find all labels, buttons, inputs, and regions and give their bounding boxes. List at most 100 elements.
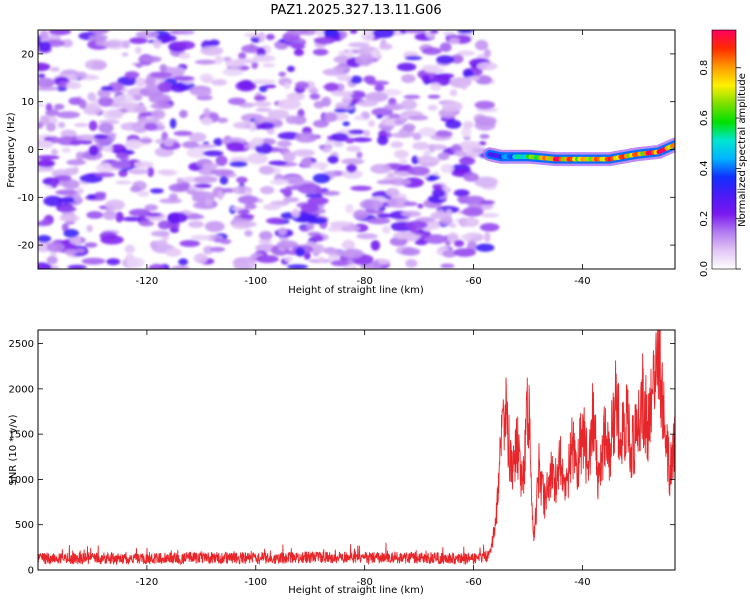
spectrogram-noise-blob xyxy=(284,256,293,262)
spectrogram-noise-blob xyxy=(128,208,151,217)
spectrogram-noise-blob xyxy=(179,240,201,247)
spectrogram-noise-blob xyxy=(56,111,81,119)
spectrogram-noise-blob xyxy=(361,30,375,42)
colorbar-tick-label: 0.4 xyxy=(699,160,710,176)
spectrogram-noise-blob xyxy=(194,144,217,149)
spectrogram-noise-blob xyxy=(437,152,450,161)
spectrogram-noise-blob xyxy=(380,89,402,96)
spectrogram-noise-blob xyxy=(236,176,248,184)
spectrogram-noise-blob xyxy=(157,220,172,230)
spectrogram-noise-blob xyxy=(46,256,58,265)
x-tick-label: -80 xyxy=(356,276,372,287)
spectrogram-noise-blob xyxy=(442,250,457,258)
spectrogram-noise-blob xyxy=(429,82,442,91)
spectrogram-noise-blob xyxy=(359,199,383,210)
spectrogram-noise-blob xyxy=(467,232,480,238)
spectrogram-noise-blob xyxy=(401,74,416,84)
spectrogram-noise-blob xyxy=(102,40,121,48)
spectrogram-noise-blob xyxy=(453,248,477,257)
spectrogram-noise-blob xyxy=(115,152,127,160)
spectrogram-noise-blob xyxy=(474,100,495,110)
snr-x-label: Height of straight line (km) xyxy=(288,585,424,596)
spectrogram-noise-blob xyxy=(278,227,287,236)
spectrogram-noise-blob xyxy=(368,120,375,127)
spectrogram-noise-blob xyxy=(124,71,140,79)
spectrogram-noise-blob xyxy=(219,238,232,245)
x-tick-label: -60 xyxy=(465,577,481,588)
spectrogram-noise-blob xyxy=(376,179,396,185)
spectrogram-noise-blob xyxy=(407,166,430,176)
spectrogram-noise-blob xyxy=(331,90,354,97)
spectrogram-noise-blob xyxy=(351,137,372,143)
spectrogram-noise-blob xyxy=(202,163,219,170)
x-tick-label: -120 xyxy=(136,577,159,588)
spectrogram-noise-blob xyxy=(69,235,82,245)
colorbar-tick-label: 0.2 xyxy=(699,211,710,227)
spectrogram-noise-blob xyxy=(399,158,408,165)
spectrogram-noise-blob xyxy=(251,137,264,147)
spectrogram-noise-blob xyxy=(239,214,255,219)
spectrogram-noise-blob xyxy=(312,119,329,128)
spectrogram-noise-blob xyxy=(246,153,268,165)
spectrogram-noise-blob xyxy=(341,158,365,165)
spectrogram-noise-blob xyxy=(173,130,193,136)
spectrogram-noise-blob xyxy=(348,42,370,48)
spectrogram-noise-blob xyxy=(157,34,177,42)
spectrogram-noise-blob xyxy=(97,88,111,99)
spectrogram-noise-blob xyxy=(61,147,71,153)
spectrogram-noise-blob xyxy=(255,143,273,155)
spectrogram-noise-blob xyxy=(263,84,277,89)
spectrogram-noise-blob xyxy=(462,146,485,152)
y-tick-label: 20 xyxy=(21,49,34,60)
spectrogram-noise-blob xyxy=(171,265,190,269)
spectrogram-noise-blob xyxy=(412,132,422,141)
spectrogram-noise-blob xyxy=(159,64,168,72)
spectrogram-noise-blob xyxy=(211,79,228,86)
spectrogram-noise-blob xyxy=(284,185,304,190)
spectrogram-noise-blob xyxy=(124,139,142,150)
y-tick-label: 0 xyxy=(28,145,34,156)
spectrogram-noise-blob xyxy=(436,55,455,65)
spectrogram-noise-blob xyxy=(225,59,245,68)
spectrogram-noise-blob xyxy=(149,71,173,79)
spectrogram-noise-blob xyxy=(484,48,491,58)
spectrogram-noise-blob xyxy=(253,117,278,124)
spectrogram-noise-blob xyxy=(54,103,65,110)
spectrogram-noise-blob xyxy=(440,263,455,269)
spectrogram-noise-blob xyxy=(239,139,247,144)
spectrogram-noise-blob xyxy=(39,115,50,126)
spectrogram-noise-blob xyxy=(185,214,205,220)
spectrogram-noise-blob xyxy=(321,190,341,196)
spectrogram-noise-blob xyxy=(462,69,474,79)
spectrogram-noise-blob xyxy=(122,40,131,49)
spectrogram-noise-blob xyxy=(268,160,288,166)
spectrogram-noise-blob xyxy=(421,75,430,82)
spectrogram-noise-blob xyxy=(38,155,60,160)
spectrogram-noise-blob xyxy=(63,228,79,238)
spectrogram-noise-blob xyxy=(349,90,366,99)
spectrogram-noise-blob xyxy=(122,216,142,222)
spectrogram-noise-blob xyxy=(279,188,287,194)
spectrogram-noise-blob xyxy=(283,197,300,203)
spectrogram-noise-blob xyxy=(227,97,246,106)
spectrogram-noise-blob xyxy=(163,138,174,147)
x-tick-label: -120 xyxy=(136,276,159,287)
y-tick-label: 2500 xyxy=(9,339,34,350)
spectrogram-noise-blob xyxy=(363,75,376,84)
spectrogram-noise-blob xyxy=(252,54,276,62)
spectrogram-noise-blob xyxy=(414,239,428,246)
spectrogram-noise-blob xyxy=(403,30,427,34)
spectrogram-noise-blob xyxy=(427,104,438,111)
y-tick-label: 10 xyxy=(21,97,34,108)
spectrogram-noise-blob xyxy=(88,34,108,41)
spectrogram-noise-blob xyxy=(478,141,487,146)
snr-y-ticks: 0 500 1000 1500 2000 2500 xyxy=(9,339,675,577)
spectrogram-noise-blob xyxy=(432,188,446,198)
spectrogram-noise-blob xyxy=(251,61,258,70)
spectrogram-noise-blob xyxy=(442,30,455,36)
spectrogram-noise-blob xyxy=(425,234,447,245)
spectrogram-noise-blob xyxy=(285,115,298,125)
spectrogram-noise-blob xyxy=(219,175,229,185)
spectrogram-noise-blob xyxy=(312,173,331,184)
spectrogram-noise-blob xyxy=(394,119,404,125)
